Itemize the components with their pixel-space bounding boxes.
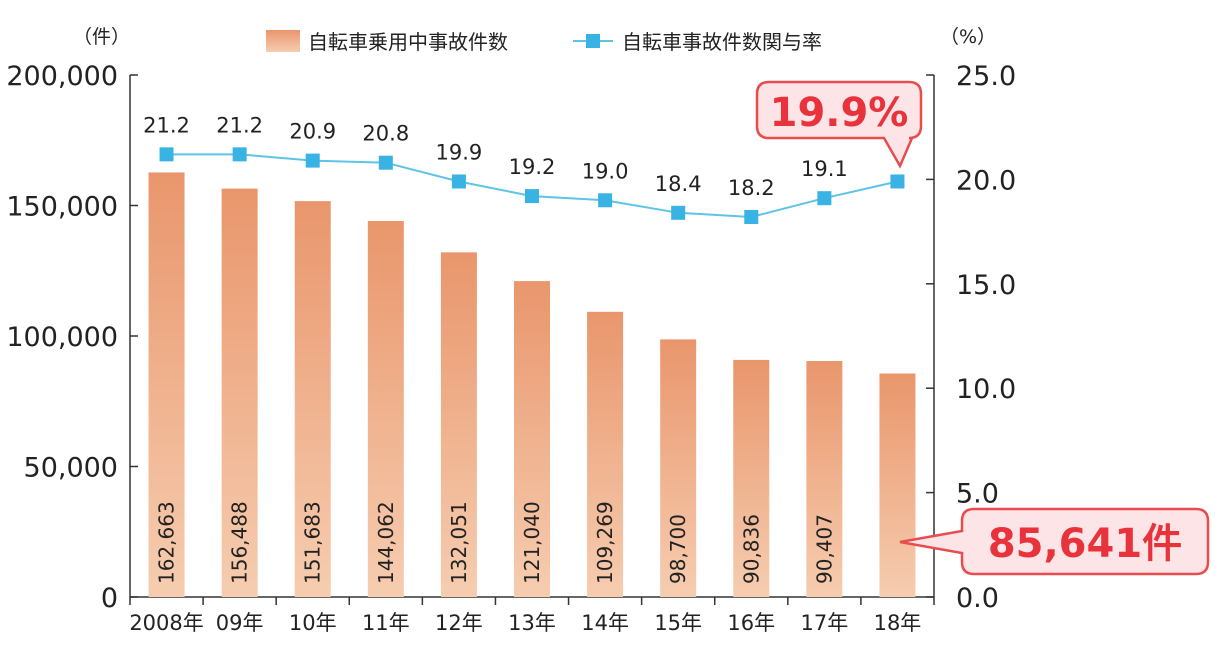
y-left-tick-label: 50,000 [24,453,118,484]
rate-marker [378,155,393,170]
rate-value-label: 21.2 [143,113,190,137]
x-tick-label: 16年 [727,611,775,635]
bar-value-label: 144,062 [374,501,398,584]
x-tick-label: 09年 [216,611,264,635]
y-left-tick-label: 0 [101,583,118,614]
bar [733,359,770,597]
bar [294,201,331,598]
x-tick-label: 2008年 [129,611,203,635]
y-left-tick-label: 100,000 [6,322,118,353]
callout-rate-text: 19.9% [770,90,909,136]
callout-rate-bubble [755,80,923,169]
y-right-tick-label: 5.0 [956,479,999,510]
bar-value-label: 162,663 [155,501,179,584]
rate-marker [525,189,539,204]
callout-count-bubble [899,507,1210,576]
rate-marker [159,147,174,162]
legend: 自転車乗用中事故件数 自転車事故件数関与率 [266,30,822,54]
bar-value-label: 151,683 [301,501,325,584]
legend-bar-swatch [266,30,300,52]
y-right-unit-label: （%） [940,26,996,48]
bar-value-label: 156,488 [228,501,252,584]
rate-value-label: 20.8 [362,122,409,146]
bar-value-label: 132,051 [447,501,471,584]
bar [806,361,843,597]
callout-count: 85,641件 [899,507,1210,576]
y-right-tick-label: 10.0 [956,374,1016,405]
bar [148,172,185,597]
x-tick-label: 17年 [800,611,848,635]
rate-marker [890,174,905,189]
x-tick-label: 15年 [654,611,702,635]
x-tick-label: 10年 [289,611,337,635]
x-tick-label: 14年 [581,611,629,635]
rate-marker [451,174,466,189]
rate-value-label: 18.2 [728,176,775,200]
bar-value-label: 90,836 [739,514,763,584]
y-right-tick-label: 20.0 [956,165,1016,196]
legend-line-label: 自転車事故件数関与率 [622,30,822,54]
rate-value-label: 19.9 [436,140,483,164]
bar [660,339,697,597]
rate-value-label: 19.0 [582,159,629,183]
rate-value-label: 18.4 [655,172,702,196]
y-right-tick-label: 15.0 [956,270,1016,301]
rate-marker [232,147,247,162]
bar [440,252,477,597]
x-tick-label: 13年 [508,611,556,635]
rate-marker [671,205,686,220]
axes: 0 50,000 100,000 150,000 200,000 0.0 5.0 10.0 15… [6,61,1016,635]
rate-value-label: 19.1 [801,157,848,181]
callout-rate: 19.9% [755,80,923,169]
rate-marker [817,191,832,206]
line-series: 21.2 21.2 20.9 20.8 19.9 19.2 19.0 18.4 18.2 19.1 [143,113,905,224]
bar-value-label: 109,269 [593,501,617,584]
rate-marker [598,193,613,208]
rate-marker [305,153,320,168]
bar-value-label: 98,700 [666,514,690,584]
bar [367,220,404,598]
rate-value-label: 21.2 [216,113,263,137]
x-tick-label: 18年 [874,611,922,635]
y-left-tick-label: 150,000 [6,192,118,223]
x-tick-label: 11年 [362,611,410,635]
y-left-unit-label: （件） [73,26,130,48]
y-right-tick-label: 0.0 [956,583,999,614]
y-right-tick-label: 25.0 [956,61,1016,92]
rate-marker [744,209,759,224]
bar [221,188,258,597]
y-left-tick-label: 200,000 [6,61,118,92]
bars: 162,663 156,488 151,683 144,062 132,051 121,0… [148,172,916,598]
bar-value-label: 90,407 [812,514,836,584]
callout-count-text: 85,641件 [988,521,1182,567]
bar [879,373,916,597]
legend-bar-label: 自転車乗用中事故件数 [308,30,508,54]
bar [587,311,624,597]
bar [514,281,550,597]
rate-value-label: 19.2 [509,155,556,179]
x-tick-label: 12年 [435,611,483,635]
bar-value-label: 121,040 [520,501,544,584]
rate-value-label: 20.9 [289,120,336,144]
legend-line-marker [586,34,600,48]
